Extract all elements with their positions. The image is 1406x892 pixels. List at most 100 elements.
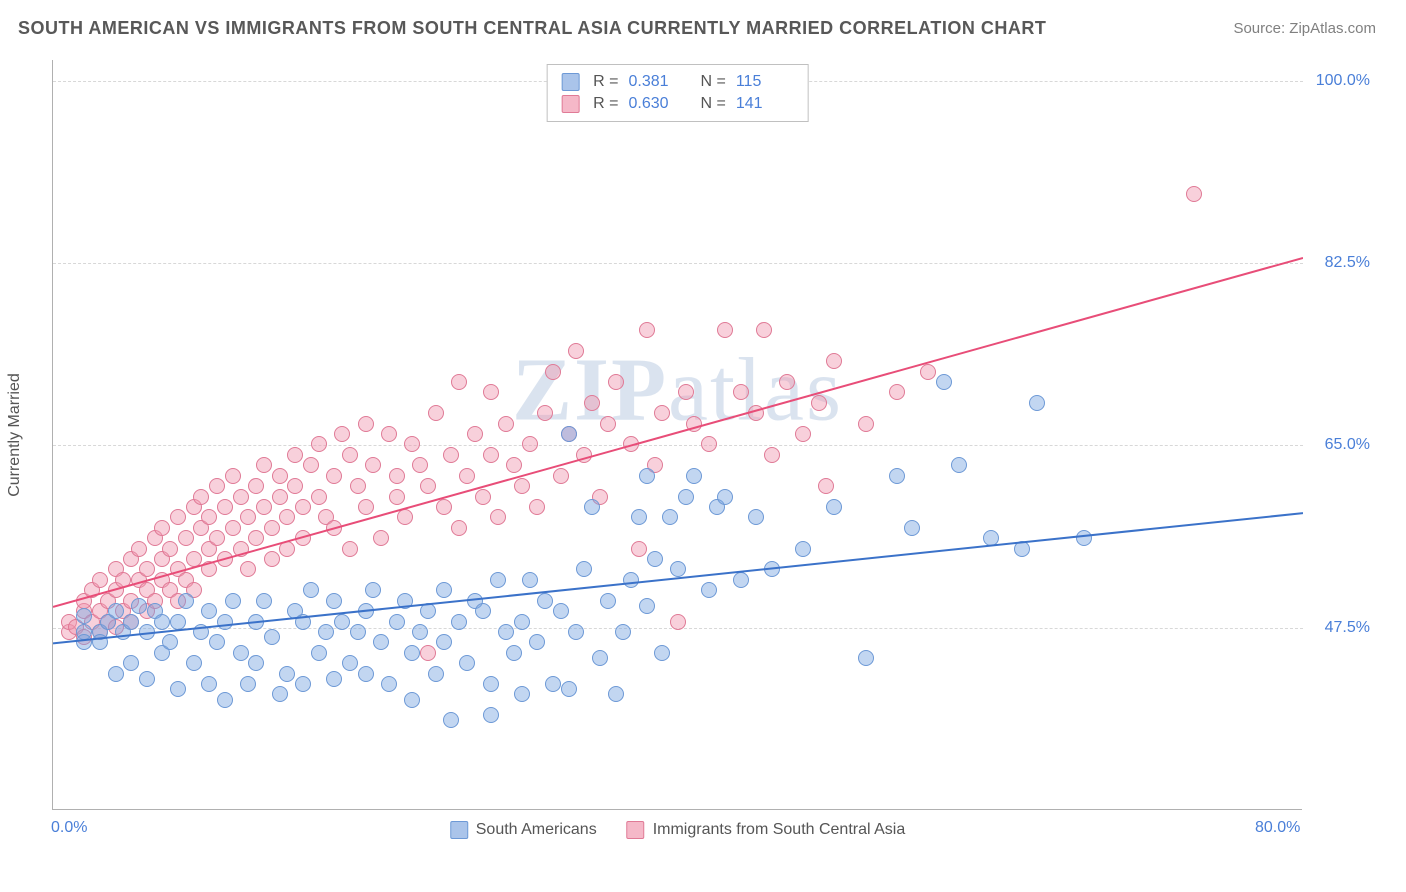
scatter-point bbox=[608, 374, 624, 390]
scatter-point bbox=[654, 645, 670, 661]
scatter-point bbox=[201, 603, 217, 619]
scatter-point bbox=[201, 509, 217, 525]
scatter-point bbox=[858, 650, 874, 666]
legend-swatch bbox=[561, 73, 579, 91]
scatter-point bbox=[936, 374, 952, 390]
scatter-point bbox=[459, 468, 475, 484]
scatter-point bbox=[240, 561, 256, 577]
scatter-point bbox=[272, 489, 288, 505]
scatter-point bbox=[639, 322, 655, 338]
y-axis-title: Currently Married bbox=[6, 373, 24, 497]
scatter-point bbox=[131, 541, 147, 557]
scatter-point bbox=[217, 499, 233, 515]
scatter-point bbox=[608, 686, 624, 702]
scatter-point bbox=[631, 541, 647, 557]
scatter-point bbox=[256, 593, 272, 609]
scatter-point bbox=[92, 572, 108, 588]
legend-label: South Americans bbox=[476, 821, 597, 839]
scatter-point bbox=[561, 681, 577, 697]
scatter-point bbox=[248, 614, 264, 630]
scatter-point bbox=[358, 666, 374, 682]
scatter-point bbox=[733, 572, 749, 588]
scatter-point bbox=[600, 593, 616, 609]
legend-item: South Americans bbox=[450, 821, 597, 839]
scatter-point bbox=[904, 520, 920, 536]
scatter-point bbox=[553, 468, 569, 484]
scatter-point bbox=[483, 707, 499, 723]
scatter-point bbox=[264, 629, 280, 645]
scatter-point bbox=[193, 489, 209, 505]
scatter-point bbox=[483, 676, 499, 692]
scatter-point bbox=[115, 572, 131, 588]
scatter-point bbox=[576, 561, 592, 577]
scatter-point bbox=[350, 624, 366, 640]
scatter-point bbox=[553, 603, 569, 619]
legend-swatch bbox=[450, 821, 468, 839]
scatter-point bbox=[295, 614, 311, 630]
scatter-point bbox=[584, 395, 600, 411]
scatter-point bbox=[373, 530, 389, 546]
scatter-point bbox=[209, 530, 225, 546]
chart-title: SOUTH AMERICAN VS IMMIGRANTS FROM SOUTH … bbox=[18, 18, 1046, 39]
scatter-point bbox=[506, 645, 522, 661]
r-value: 0.630 bbox=[629, 95, 687, 113]
scatter-point bbox=[248, 530, 264, 546]
n-label: N = bbox=[701, 95, 726, 113]
scatter-point bbox=[76, 634, 92, 650]
scatter-point bbox=[920, 364, 936, 380]
scatter-point bbox=[295, 676, 311, 692]
scatter-point bbox=[170, 681, 186, 697]
scatter-point bbox=[295, 499, 311, 515]
scatter-point bbox=[279, 541, 295, 557]
scatter-point bbox=[225, 593, 241, 609]
scatter-point bbox=[279, 666, 295, 682]
scatter-point bbox=[826, 353, 842, 369]
chart-container: Currently Married ZIPatlas R =0.381N =11… bbox=[52, 60, 1372, 830]
scatter-point bbox=[92, 634, 108, 650]
scatter-point bbox=[358, 603, 374, 619]
x-tick-label: 0.0% bbox=[51, 819, 87, 837]
legend-item: Immigrants from South Central Asia bbox=[627, 821, 906, 839]
scatter-point bbox=[818, 478, 834, 494]
scatter-point bbox=[615, 624, 631, 640]
scatter-point bbox=[350, 478, 366, 494]
scatter-point bbox=[397, 593, 413, 609]
x-tick-label: 80.0% bbox=[1255, 819, 1300, 837]
scatter-point bbox=[154, 520, 170, 536]
scatter-point bbox=[639, 468, 655, 484]
r-label: R = bbox=[593, 95, 618, 113]
scatter-point bbox=[311, 436, 327, 452]
scatter-point bbox=[420, 478, 436, 494]
scatter-point bbox=[358, 499, 374, 515]
scatter-point bbox=[514, 614, 530, 630]
scatter-point bbox=[428, 666, 444, 682]
scatter-point bbox=[233, 489, 249, 505]
scatter-point bbox=[358, 416, 374, 432]
scatter-point bbox=[123, 614, 139, 630]
correlation-legend: R =0.381N =115R =0.630N =141 bbox=[546, 64, 809, 122]
scatter-point bbox=[295, 530, 311, 546]
scatter-point bbox=[436, 582, 452, 598]
scatter-point bbox=[139, 561, 155, 577]
scatter-point bbox=[826, 499, 842, 515]
scatter-point bbox=[233, 541, 249, 557]
n-label: N = bbox=[701, 73, 726, 91]
scatter-point bbox=[225, 520, 241, 536]
scatter-point bbox=[631, 509, 647, 525]
scatter-point bbox=[154, 614, 170, 630]
scatter-point bbox=[451, 520, 467, 536]
scatter-point bbox=[678, 384, 694, 400]
scatter-point bbox=[506, 457, 522, 473]
scatter-point bbox=[209, 634, 225, 650]
scatter-point bbox=[139, 624, 155, 640]
scatter-point bbox=[686, 468, 702, 484]
scatter-point bbox=[592, 650, 608, 666]
scatter-point bbox=[600, 416, 616, 432]
plot-area: Currently Married ZIPatlas R =0.381N =11… bbox=[52, 60, 1302, 810]
gridline bbox=[53, 263, 1303, 264]
y-tick-label: 47.5% bbox=[1310, 619, 1370, 637]
scatter-point bbox=[1076, 530, 1092, 546]
scatter-point bbox=[451, 614, 467, 630]
scatter-point bbox=[311, 489, 327, 505]
scatter-point bbox=[170, 614, 186, 630]
